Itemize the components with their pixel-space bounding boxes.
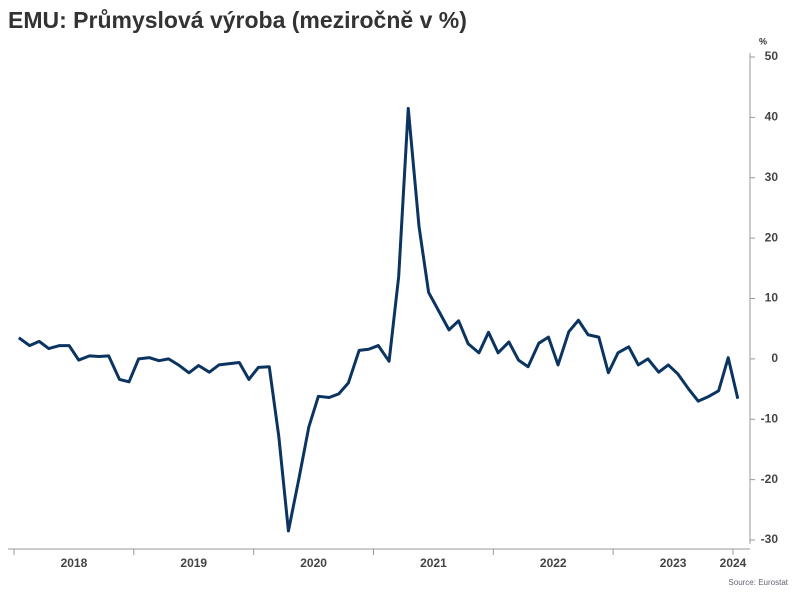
y-axis-label: % [759, 36, 767, 46]
line-series [17, 106, 740, 533]
y-tick-label: 40 [765, 110, 779, 124]
x-tick-label: 2023 [660, 556, 687, 570]
y-tick-label: -20 [761, 472, 779, 486]
y-tick-label: -10 [761, 411, 779, 425]
x-tick-label: 2019 [180, 556, 207, 570]
y-tick-label: -30 [761, 532, 779, 546]
y-tick-label: 10 [765, 291, 779, 305]
y-tick-label: 50 [765, 49, 779, 63]
chart-title: EMU: Průmyslová výroba (meziročně v %) [8, 7, 467, 33]
y-tick-label: 20 [765, 230, 779, 244]
x-tick-label: 2020 [300, 556, 327, 570]
x-tick-label: 2022 [540, 556, 567, 570]
x-tick-label: 2021 [420, 556, 447, 570]
y-tick-label: 30 [765, 170, 779, 184]
x-tick-label: 2018 [61, 556, 88, 570]
source: Source: Eurostat [728, 578, 788, 587]
y-tick-label: 0 [771, 351, 778, 365]
x-tick-label: 2024 [720, 556, 747, 570]
